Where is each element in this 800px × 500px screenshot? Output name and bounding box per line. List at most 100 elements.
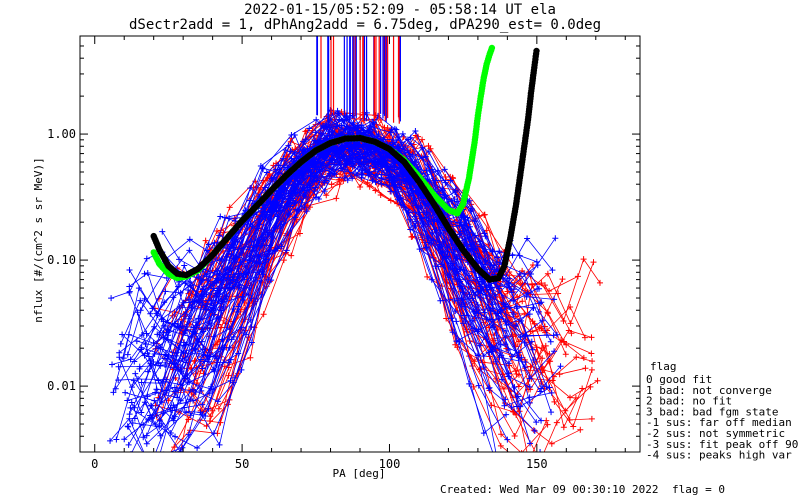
y-tick-label: 1.00	[47, 127, 76, 141]
blue-trace-point	[269, 235, 276, 242]
blue-trace-point	[527, 271, 534, 278]
blue-trace-point	[435, 263, 442, 270]
blue-trace-point	[378, 171, 385, 178]
blue-trace-point	[350, 119, 357, 126]
blue-trace-point	[414, 164, 421, 171]
red-trace-point	[452, 341, 459, 348]
blue-trace-point	[182, 280, 189, 287]
blue-trace-point	[443, 253, 450, 260]
blue-trace-point	[509, 252, 516, 259]
blue-trace-point	[462, 303, 469, 310]
peak-marker	[338, 144, 347, 153]
blue-trace-point	[159, 379, 166, 386]
blue-trace-point	[399, 130, 406, 137]
red-trace-point	[511, 433, 518, 440]
red-trace-point	[570, 423, 577, 430]
blue-trace-point	[247, 221, 254, 228]
red-trace-point	[513, 371, 520, 378]
red-trace-point	[483, 227, 490, 234]
blue-trace-point	[378, 180, 385, 187]
blue-trace-point	[167, 429, 174, 436]
blue-trace-point	[533, 419, 540, 426]
peak-marker	[271, 200, 280, 209]
blue-trace-point	[150, 340, 157, 347]
blue-trace-point	[127, 356, 134, 363]
blue-trace-point	[213, 267, 220, 274]
blue-trace-point	[126, 283, 133, 290]
red-trace-point	[546, 287, 553, 294]
blue-trace-point	[177, 364, 184, 371]
blue-trace-point	[221, 214, 228, 221]
blue-trace-point	[186, 247, 193, 254]
blue-trace-point	[478, 276, 485, 283]
blue-trace-point	[185, 431, 192, 438]
blue-trace-point	[409, 151, 416, 158]
blue-trace-point	[225, 359, 232, 366]
red-trace-point	[560, 317, 567, 324]
blue-trace-point	[503, 411, 510, 418]
blue-trace-point	[199, 411, 206, 418]
blue-trace-point	[200, 283, 207, 290]
red-trace-point	[247, 354, 254, 361]
blue-trace-point	[508, 404, 515, 411]
blue-trace-point	[422, 244, 429, 251]
blue-trace-point	[419, 154, 426, 161]
blue-trace-point	[182, 328, 189, 335]
blue-trace-point	[534, 285, 541, 292]
blue-trace-point	[110, 389, 117, 396]
red-trace-point	[553, 419, 560, 426]
red-trace-point	[515, 371, 522, 378]
blue-trace-point	[192, 330, 199, 337]
y-axis-label: nflux [#/(cm^2 s sr MeV)]	[32, 157, 45, 323]
blue-trace-point	[187, 396, 194, 403]
blue-trace-point	[521, 339, 528, 346]
blue-trace-point	[147, 360, 154, 367]
red-trace-point	[191, 358, 198, 365]
blue-trace-point	[393, 126, 400, 133]
red-trace-point	[544, 421, 551, 428]
blue-trace-point	[159, 228, 166, 235]
red-trace-point	[588, 334, 595, 341]
blue-trace-point	[148, 403, 155, 410]
blue-trace-point	[343, 155, 350, 162]
red-trace-point	[559, 276, 566, 283]
blue-trace-point	[120, 355, 127, 362]
blue-trace-point	[407, 140, 414, 147]
red-trace-point	[588, 366, 595, 373]
blue-trace-point	[214, 398, 221, 405]
blue-trace-point	[172, 350, 179, 357]
blue-trace-point	[165, 332, 172, 339]
legend-item: -2 sus: not symmetric	[646, 427, 785, 440]
blue-trace-point	[263, 169, 270, 176]
blue-trace-point	[216, 441, 223, 448]
red-trace-point	[384, 124, 391, 131]
blue-trace-point	[312, 137, 319, 144]
red-trace-point	[442, 174, 449, 181]
red-trace-point	[544, 309, 551, 316]
blue-trace-point	[495, 315, 502, 322]
blue-trace-point	[198, 387, 205, 394]
blue-trace-point	[125, 441, 132, 448]
blue-trace-point	[278, 243, 285, 250]
blue-trace-point	[256, 260, 263, 267]
blue-trace-point	[338, 165, 345, 172]
red-trace-point	[302, 128, 309, 135]
blue-trace-point	[156, 422, 163, 429]
blue-trace-point	[434, 167, 441, 174]
red-trace-point	[562, 351, 569, 358]
blue-trace-point	[240, 297, 247, 304]
peak-marker	[310, 160, 319, 169]
blue-trace-point	[162, 355, 169, 362]
peak-marker	[295, 168, 304, 177]
blue-trace-point	[187, 412, 194, 419]
red-trace-point	[419, 136, 426, 143]
red-trace-point	[387, 197, 394, 204]
red-trace-point	[357, 184, 364, 191]
chart-subtitle: dSectr2add = 1, dPhAng2add = 6.75deg, dP…	[129, 17, 601, 33]
blue-trace-point	[247, 275, 254, 282]
blue-trace-point	[349, 144, 356, 151]
blue-trace-point	[164, 319, 171, 326]
blue-trace-point	[358, 174, 365, 181]
flag-legend: flag 0 good fit 1 bad: not converge 2 ba…	[646, 360, 798, 462]
blue-trace-point	[214, 275, 221, 282]
